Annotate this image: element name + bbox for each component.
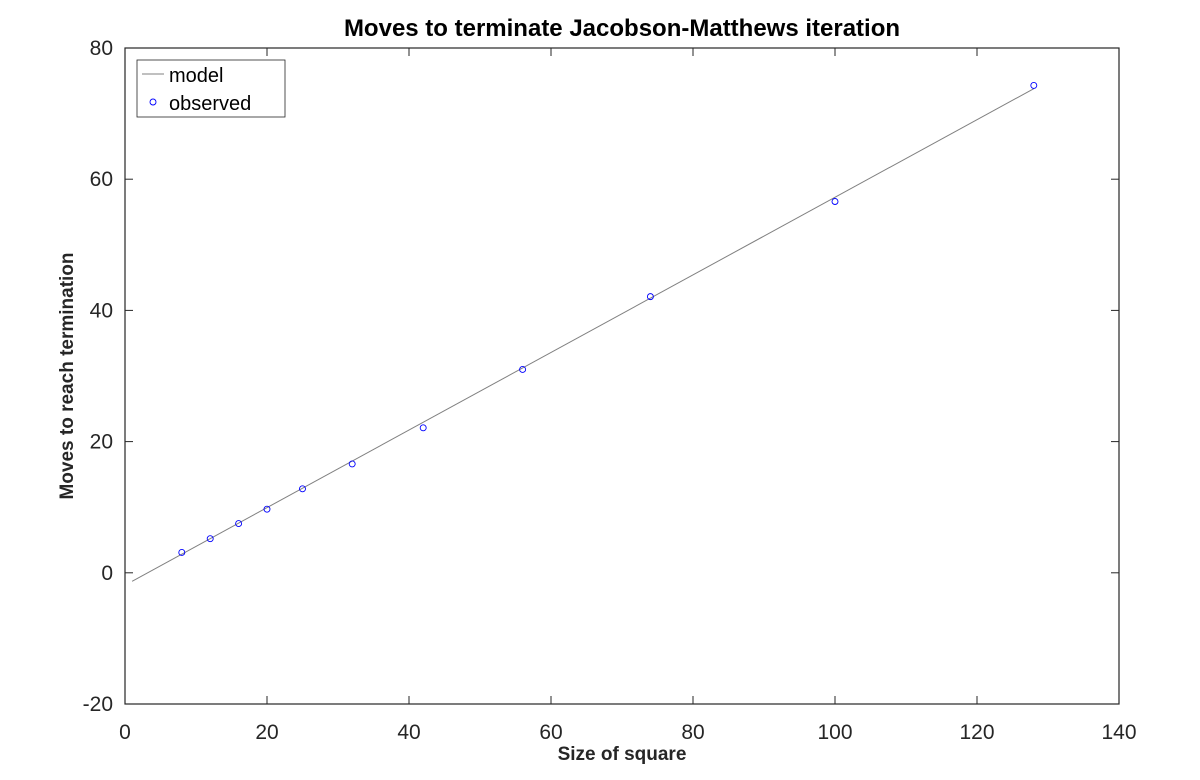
legend: model observed	[137, 60, 285, 117]
x-tick-label: 60	[539, 721, 562, 744]
chart-title: Moves to terminate Jacobson-Matthews ite…	[344, 15, 900, 42]
axes-frame	[125, 48, 1119, 704]
legend-entry-model: model	[169, 65, 223, 87]
x-axis-label: Size of square	[558, 744, 687, 765]
legend-entry-observed: observed	[169, 93, 251, 115]
x-tick-label: 140	[1101, 721, 1136, 744]
x-tick-label: 120	[959, 721, 994, 744]
y-tick-label: 40	[90, 299, 113, 322]
y-tick-label: -20	[83, 693, 113, 716]
x-tick-label: 20	[255, 721, 278, 744]
x-tick-label: 100	[817, 721, 852, 744]
y-tick-label: 0	[101, 562, 113, 585]
x-tick-label: 0	[119, 721, 131, 744]
y-axis-label: Moves to reach termination	[57, 252, 78, 499]
plot-area: 0 20 40 60 80 100 120 140 -20 0 20 40 60 80	[83, 37, 1137, 744]
y-tick-label: 80	[90, 37, 113, 60]
x-tick-label: 80	[681, 721, 704, 744]
y-tick-label: 20	[90, 431, 113, 454]
x-tick-label: 40	[397, 721, 420, 744]
y-tick-label: 60	[90, 168, 113, 191]
